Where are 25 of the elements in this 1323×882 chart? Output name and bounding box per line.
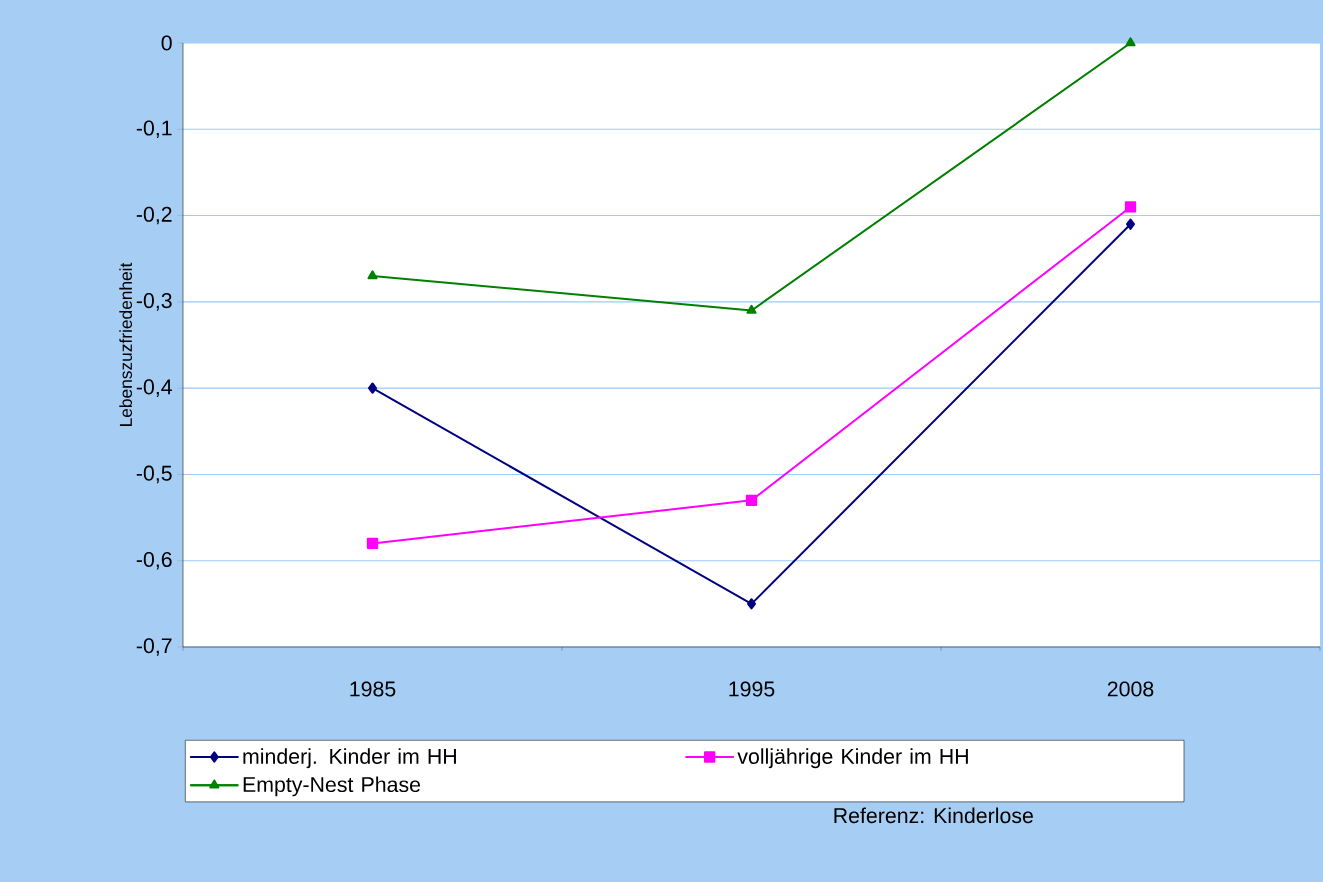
y-tick-label: -0,4 — [136, 379, 172, 397]
legend-label: minderj. Kinder im HH — [243, 748, 456, 769]
y-tick-label: -0,2 — [136, 206, 172, 225]
point — [1125, 37, 1136, 47]
y-axis-title: Lebenszuzfriedenheit — [119, 262, 133, 426]
legend-label: Empty-Nest Phase — [243, 776, 421, 797]
y-tick-label: -0,5 — [136, 465, 172, 484]
x-tick-label: 2008 — [1107, 681, 1154, 697]
x-tick-label: 1985 — [350, 681, 396, 697]
y-tick-label: -0,1 — [136, 120, 172, 139]
point — [746, 304, 757, 314]
legend-label: volljährige Kinder im HH — [737, 748, 968, 769]
y-tick-label: -0,7 — [136, 638, 172, 656]
point — [367, 270, 378, 280]
point — [366, 537, 379, 550]
y-tick-label: -0,6 — [136, 551, 172, 570]
x-tick-label: 1995 — [729, 681, 775, 697]
y-tick-label: 0 — [161, 35, 172, 51]
point — [745, 494, 758, 506]
point — [1126, 218, 1136, 230]
point — [747, 598, 757, 610]
point — [1124, 201, 1137, 213]
text: Referenz: Kinderlose — [834, 807, 1033, 824]
y-tick-label: -0,3 — [136, 293, 172, 311]
point — [368, 382, 378, 394]
